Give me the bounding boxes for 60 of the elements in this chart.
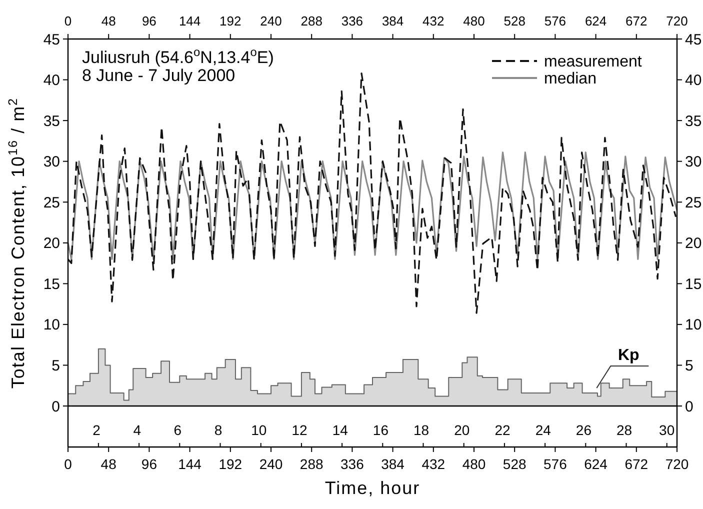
text: 2 4 6 8 10 12 14 16 18 20 22 24 26 28 30 — [92, 422, 675, 438]
y-tick-label: 5 — [52, 357, 60, 374]
x2-tick-label: 624 — [584, 456, 608, 472]
y2-tick-label: 35 — [685, 112, 702, 130]
x-tick-label: 288 — [300, 14, 322, 29]
text: 8 June - 7 July 2000 — [82, 66, 236, 85]
y2-tick-label: 0 — [685, 398, 694, 416]
y-tick-label: 0 — [52, 398, 60, 416]
x-tick-label: 720 — [666, 14, 688, 29]
y2-tick-label: 25 — [685, 194, 702, 212]
x2-tick-label: 720 — [665, 456, 689, 472]
x2-tick-label: 144 — [178, 456, 202, 472]
x-tick-label: 624 — [584, 14, 607, 29]
x-tick-label: 528 — [504, 14, 526, 29]
x2-tick-label: 48 — [100, 456, 117, 472]
legend-label: measurement — [544, 54, 642, 71]
y2-tick-label: 20 — [685, 235, 702, 252]
x-tick-label: 0 — [64, 14, 72, 29]
y-tick-label: 25 — [43, 194, 60, 212]
y2-tick-label: 40 — [685, 72, 702, 90]
x-tick-label: 480 — [463, 14, 485, 29]
x2-tick-label: 384 — [381, 456, 405, 472]
y2-tick-label: 5 — [685, 357, 694, 374]
x-tick-label: 48 — [101, 14, 116, 29]
y-tick-label: 35 — [43, 112, 60, 130]
y-tick-label: 30 — [43, 154, 60, 171]
x-tick-label: 576 — [544, 14, 566, 29]
x2-tick-label: 528 — [502, 456, 526, 472]
y2-tick-label: 45 — [685, 31, 702, 48]
x-tick-label: 432 — [422, 14, 444, 29]
x2-tick-label: 480 — [462, 456, 486, 472]
x-tick-label: 384 — [382, 14, 404, 29]
x2-tick-label: 288 — [300, 456, 324, 472]
x-tick-label: 192 — [220, 14, 242, 29]
x2-tick-label: 96 — [141, 456, 158, 472]
y-tick-label: 20 — [43, 235, 60, 252]
x2-tick-label: 672 — [624, 456, 648, 472]
y2-tick-label: 30 — [685, 154, 702, 171]
chart-title: Juliusruh (54.6$^{o}$N,13.4$^{o}$E) — [82, 45, 274, 67]
x2-tick-label: 192 — [218, 456, 242, 472]
y-tick-label: 15 — [43, 276, 60, 293]
y-tick-label: 10 — [43, 316, 60, 334]
x-tick-label: 240 — [260, 14, 282, 29]
x2-tick-label: 576 — [544, 456, 568, 472]
x-axis-title: Time, hour — [324, 478, 420, 498]
y-tick-label: 40 — [43, 72, 60, 90]
legend-label: median — [544, 70, 596, 88]
x2-tick-label: 432 — [422, 456, 446, 472]
y2-tick-label: 10 — [685, 316, 702, 334]
x2-tick-label: 0 — [64, 456, 72, 472]
line-series — [67, 152, 678, 260]
x-tick-label: 672 — [626, 14, 648, 29]
x-tick-label: 96 — [142, 14, 156, 29]
x-tick-label: 336 — [341, 14, 364, 29]
x-tick-label: 144 — [178, 14, 201, 29]
y2-tick-label: 15 — [685, 276, 702, 293]
x2-tick-label: 336 — [340, 456, 364, 472]
annotation: Kp — [618, 347, 640, 364]
y-tick-label: 45 — [43, 31, 60, 48]
x2-tick-label: 240 — [259, 456, 283, 472]
